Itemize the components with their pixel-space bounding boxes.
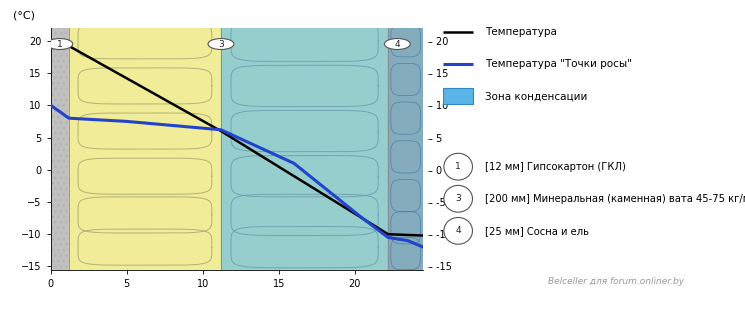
- Text: 1: 1: [57, 39, 63, 49]
- Circle shape: [208, 38, 234, 50]
- Circle shape: [444, 185, 472, 212]
- Circle shape: [444, 218, 472, 244]
- Text: Температура "Точки росы": Температура "Точки росы": [485, 59, 632, 69]
- Bar: [69, 28, 221, 270]
- Text: (°C): (°C): [13, 11, 36, 21]
- Circle shape: [444, 153, 472, 180]
- Bar: [388, 28, 423, 270]
- Text: 3: 3: [455, 194, 461, 203]
- Bar: [221, 28, 388, 270]
- Bar: [388, 28, 423, 270]
- Text: [25 мм] Сосна и ель: [25 мм] Сосна и ель: [485, 226, 589, 236]
- Text: 4: 4: [395, 39, 400, 49]
- FancyBboxPatch shape: [443, 88, 473, 104]
- Text: 1: 1: [455, 162, 461, 171]
- Circle shape: [384, 38, 410, 50]
- Text: Зона конденсации: Зона конденсации: [485, 91, 587, 101]
- Text: [12 мм] Гипсокартон (ГКЛ): [12 мм] Гипсокартон (ГКЛ): [485, 162, 626, 172]
- Text: Температура: Температура: [485, 27, 557, 37]
- Bar: [51, 28, 69, 270]
- Text: [200 мм] Минеральная (каменная) вата 45-75 кг/м³: [200 мм] Минеральная (каменная) вата 45-…: [485, 194, 745, 204]
- Circle shape: [47, 38, 73, 50]
- Text: 3: 3: [218, 39, 224, 49]
- Bar: [51, 28, 69, 270]
- Text: Belceller для forum.onliner.by: Belceller для forum.onliner.by: [548, 277, 684, 286]
- Text: 4: 4: [455, 226, 461, 235]
